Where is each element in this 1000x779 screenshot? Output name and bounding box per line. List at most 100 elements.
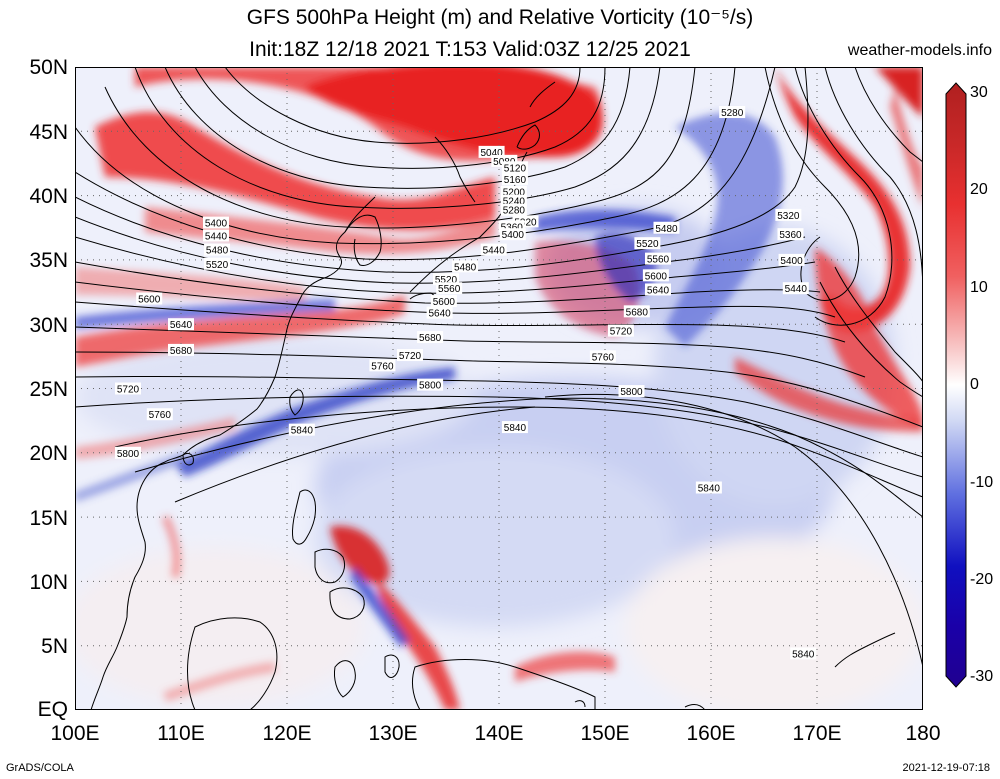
contour-label: 5760: [589, 350, 616, 363]
contour-label: 5640: [426, 306, 453, 320]
contour-label: 5520: [204, 257, 231, 271]
contour-label-background: [775, 208, 802, 221]
contour-label-text: 5440: [785, 284, 808, 295]
vorticity-bands: [75, 67, 923, 710]
footer-timestamp: 2021-12-19-07:18: [902, 762, 990, 774]
contour-label-text: 5840: [698, 484, 721, 495]
contour-label: 5840: [288, 423, 315, 437]
lon-label-180: 180: [905, 722, 941, 745]
contour-label-text: 5520: [206, 260, 229, 271]
contour-label-text: 5720: [610, 327, 633, 338]
colorbar-label-minus30: -30: [970, 668, 994, 685]
contour-label: 5600: [430, 295, 457, 308]
contour-label-text: 5840: [792, 649, 815, 660]
lon-label-120e: 120E: [262, 722, 312, 745]
contour-label-background: [642, 269, 669, 282]
contour-label-text: 5040: [480, 148, 503, 159]
contour-label-background: [417, 378, 444, 391]
contour-label-background: [204, 257, 231, 270]
footer-software: GrADS/COLA: [6, 762, 74, 774]
contour-label-background: [645, 283, 671, 296]
contour-label-background: [501, 172, 528, 185]
contour-label-background: [369, 359, 396, 372]
contour-label: 5520: [433, 273, 459, 286]
contour-label: 5480: [452, 260, 479, 273]
contour-label-text: 5720: [399, 351, 422, 362]
map-title: GFS 500hPa Height (m) and Relative Vorti…: [246, 6, 754, 29]
lat-label-40n: 40N: [29, 185, 68, 208]
contour-label-text: 5560: [438, 284, 461, 295]
lat-label-25n: 25N: [29, 378, 68, 401]
contour-label-text: 5160: [504, 175, 527, 186]
contour-label-background: [202, 216, 229, 229]
contour-label: 5680: [623, 305, 650, 318]
contour-label-background: [136, 292, 163, 305]
contour-label-background: [436, 282, 463, 295]
colorbar-ramp: [945, 82, 967, 688]
contour-label: 5360: [777, 228, 804, 241]
contour-label: 5440: [480, 243, 507, 257]
contour-label-background: [777, 228, 804, 241]
lat-label-eq: EQ: [37, 698, 68, 721]
vorticity-broad-field: [75, 207, 923, 710]
contour-label: 5800: [618, 385, 645, 398]
lon-label-110e: 110E: [157, 722, 205, 745]
contour-label-background: [719, 106, 746, 119]
contour-label: 5600: [642, 269, 669, 282]
contour-label-text: 5600: [645, 271, 668, 282]
contour-labels: 5040508051205160520052405280532053605400…: [115, 106, 817, 660]
contour-label-text: 5760: [371, 361, 394, 372]
lon-label-100e: 100E: [50, 722, 100, 745]
contour-label: 5840: [790, 647, 817, 660]
contour-label-background: [480, 243, 507, 256]
contour-label: 5520: [634, 237, 661, 250]
contour-label-text: 5760: [592, 352, 615, 363]
contour-label: 5400: [778, 253, 805, 267]
contour-label-text: 5280: [721, 108, 744, 119]
contour-label: 5440: [782, 282, 809, 295]
contour-label-text: 5520: [636, 239, 659, 250]
colorbar-label-10: 10: [970, 279, 988, 296]
contour-label-text: 5400: [502, 230, 525, 241]
contour-label-text: 5400: [780, 256, 803, 267]
contour-label-background: [501, 161, 528, 174]
contour-label-text: 5400: [205, 219, 228, 230]
colorbar-label-0: 0: [970, 376, 979, 393]
contour-label-text: 5560: [647, 255, 670, 266]
contour-label-text: 5280: [503, 206, 526, 217]
contour-label: 5280: [719, 106, 746, 119]
contour-label: 5480: [204, 243, 231, 257]
vorticity-map: 5040508051205160520052405280532053605400…: [75, 67, 923, 710]
site-credit[interactable]: weather-models.info: [847, 42, 992, 59]
contour-label-background: [623, 305, 650, 318]
contour-label-text: 5640: [647, 285, 670, 296]
contour-label-background: [146, 408, 173, 421]
contour-label-background: [115, 446, 141, 459]
contour-label-text: 5800: [620, 387, 643, 398]
contour-label-background: [396, 349, 423, 362]
map-frame: [75, 67, 923, 710]
lat-label-35n: 35N: [29, 249, 68, 272]
lat-label-15n: 15N: [29, 507, 68, 530]
contour-label: 5680: [168, 343, 194, 357]
lat-label-50n: 50N: [29, 56, 68, 79]
contour-label: 5560: [645, 252, 671, 266]
contour-label-text: 5480: [655, 224, 678, 235]
contour-label-text: 5360: [779, 230, 802, 241]
contour-label: 5160: [501, 172, 528, 186]
contour-label-text: 5320: [777, 211, 800, 222]
colorbar-label-20: 20: [970, 181, 988, 198]
contour-label-background: [790, 647, 817, 660]
contour-label: 5480: [653, 221, 680, 235]
contour-label: 5440: [202, 229, 229, 242]
lon-label-130e: 130E: [368, 722, 418, 745]
contour-label-background: [430, 295, 457, 308]
contour-label: 5200: [500, 185, 527, 199]
lon-label-160e: 160E: [686, 722, 736, 745]
contour-label: 5640: [168, 318, 194, 331]
contour-label-background: [433, 273, 459, 286]
contour-label: 5640: [645, 283, 671, 296]
contour-label-text: 5840: [291, 426, 314, 437]
contour-label: 5320: [775, 208, 802, 222]
map-panel: 5040508051205160520052405280532053605400…: [75, 67, 923, 710]
